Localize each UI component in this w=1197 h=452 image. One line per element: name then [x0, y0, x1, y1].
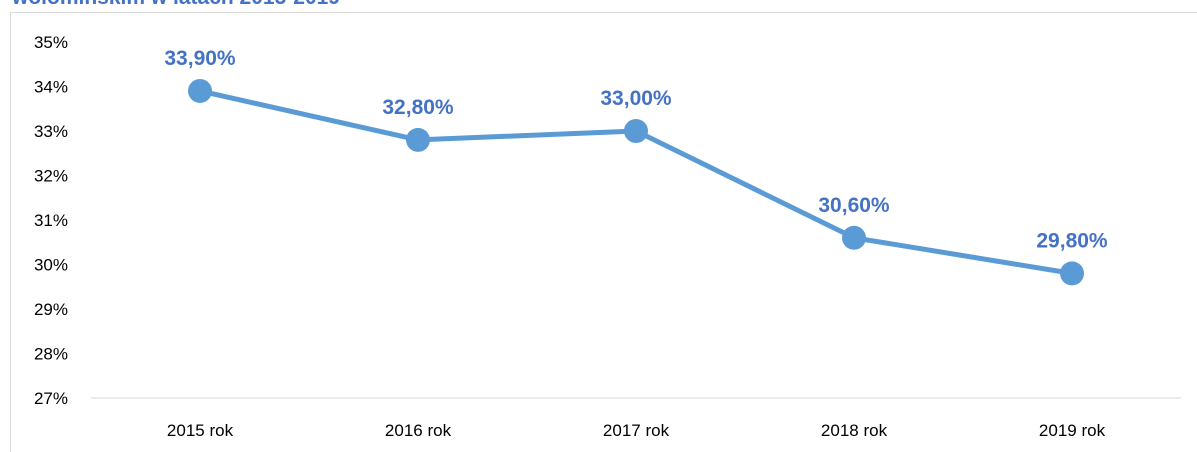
data-label: 32,80% — [382, 96, 454, 119]
y-tick-label: 30% — [34, 256, 68, 275]
y-tick-label: 35% — [34, 33, 68, 52]
y-tick-label: 34% — [34, 78, 68, 97]
data-label: 33,00% — [600, 87, 672, 110]
marker — [624, 119, 648, 143]
line — [199, 88, 1073, 276]
y-tick-label: 32% — [34, 167, 68, 186]
y-tick-label: 33% — [34, 122, 68, 141]
x-tick-label: 2017 rok — [603, 421, 670, 440]
x-tick-label: 2016 rok — [385, 421, 452, 440]
data-label: 33,90% — [164, 47, 236, 70]
x-tick-label: 2019 rok — [1039, 421, 1106, 440]
data-label: 30,60% — [818, 194, 890, 217]
y-tick-label: 27% — [34, 389, 68, 408]
marker — [842, 225, 866, 250]
y-tick-label: 31% — [34, 211, 68, 230]
x-tick-label: 2015 rok — [167, 421, 234, 440]
marker — [1060, 261, 1084, 286]
y-tick-label: 28% — [34, 345, 68, 364]
data-label: 29,80% — [1036, 229, 1108, 252]
x-tick-label: 2018 rok — [821, 421, 888, 440]
y-tick-label: 29% — [34, 300, 68, 319]
chart-border — [10, 12, 1197, 452]
marker — [406, 127, 430, 152]
chart-title: wołomińskim w latach 2015-2019 — [11, 0, 340, 9]
marker — [188, 78, 212, 103]
